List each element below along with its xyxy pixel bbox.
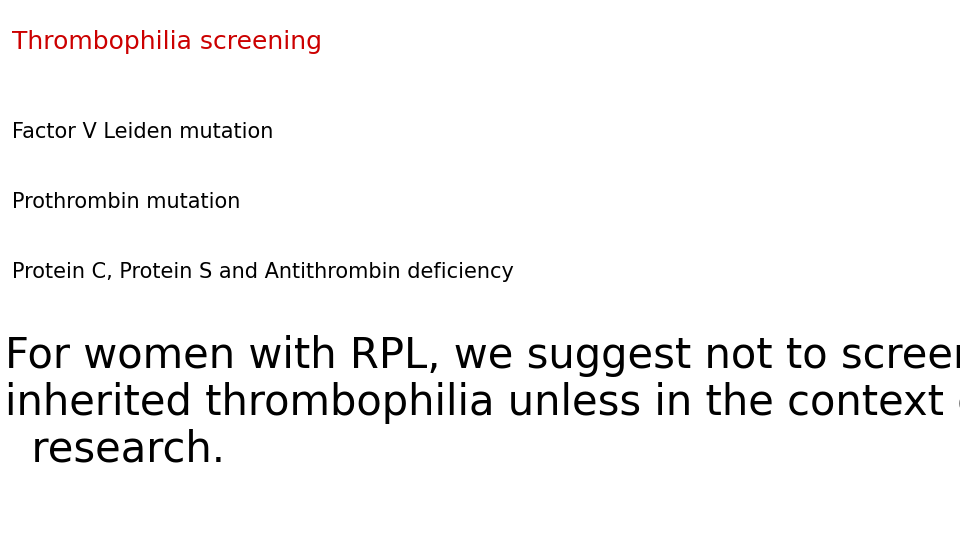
Text: Factor V Leiden mutation: Factor V Leiden mutation [12, 122, 273, 141]
Text: Protein C, Protein S and Antithrombin deficiency: Protein C, Protein S and Antithrombin de… [12, 262, 514, 282]
Text: Prothrombin mutation: Prothrombin mutation [12, 192, 240, 212]
Text: Thrombophilia screening: Thrombophilia screening [12, 30, 322, 53]
Text: For women with RPL, we suggest not to screen for
inherited thrombophilia unless : For women with RPL, we suggest not to sc… [5, 335, 960, 471]
